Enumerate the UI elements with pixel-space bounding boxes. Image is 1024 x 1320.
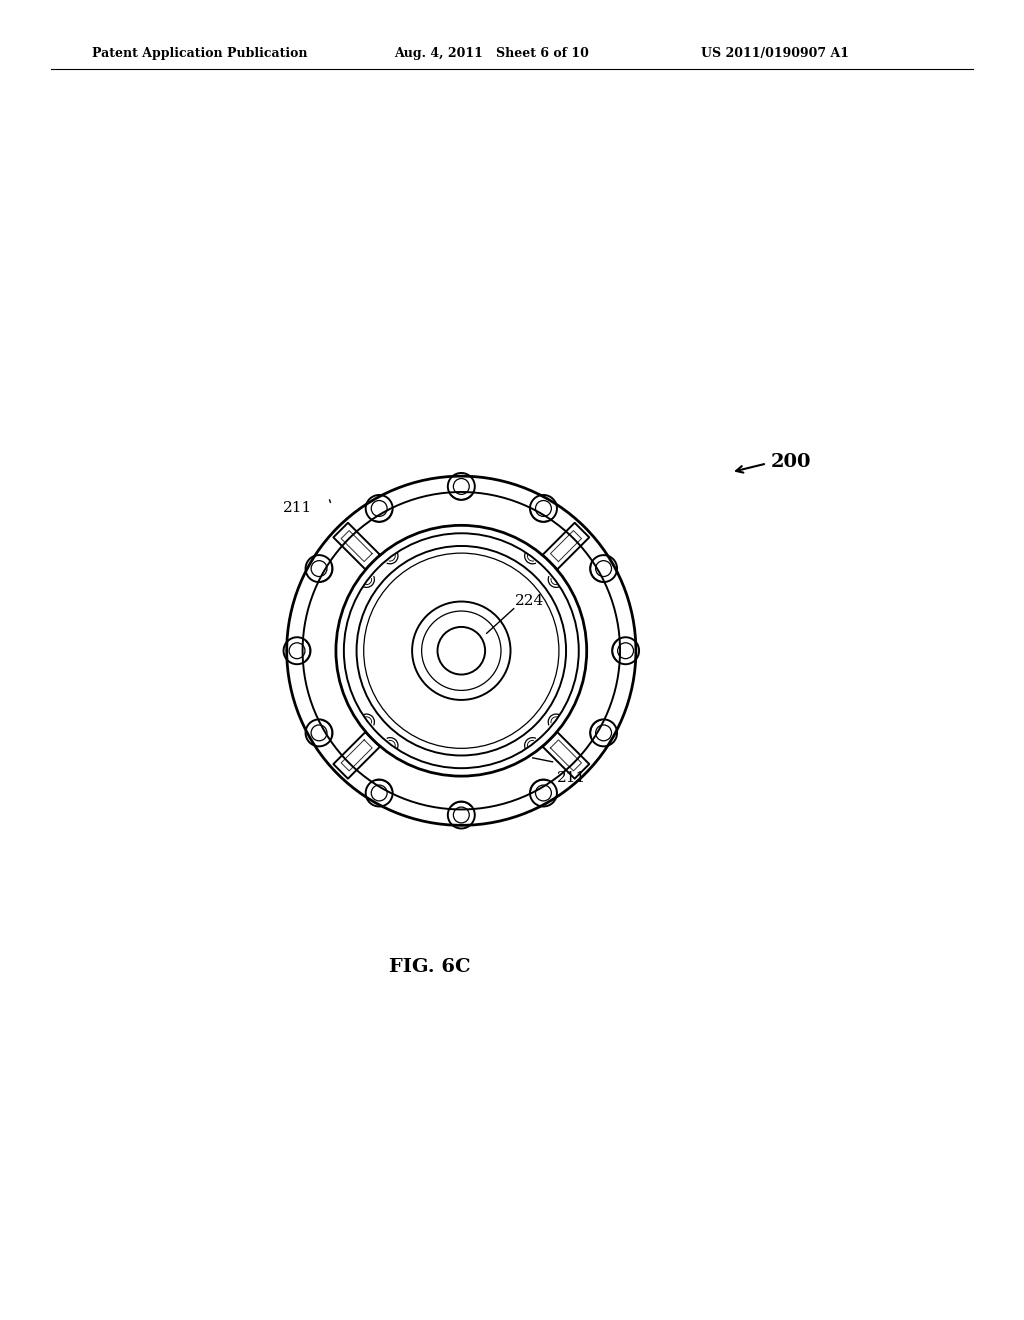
Text: Aug. 4, 2011   Sheet 6 of 10: Aug. 4, 2011 Sheet 6 of 10 [394, 46, 589, 59]
Text: FIG. 6C: FIG. 6C [389, 958, 470, 975]
Text: 211: 211 [557, 771, 586, 784]
Text: 211: 211 [283, 500, 312, 515]
Text: 200: 200 [771, 453, 811, 471]
Text: US 2011/0190907 A1: US 2011/0190907 A1 [701, 46, 850, 59]
Text: Patent Application Publication: Patent Application Publication [92, 46, 307, 59]
Text: 224: 224 [515, 594, 545, 607]
